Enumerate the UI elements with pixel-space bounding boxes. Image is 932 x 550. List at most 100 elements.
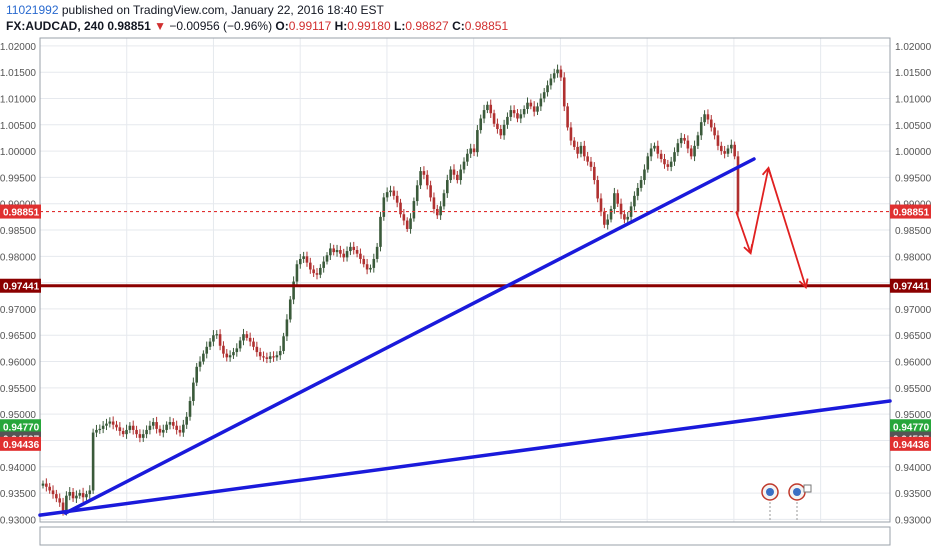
candle-body [268, 356, 272, 359]
candle-body [419, 171, 422, 186]
symbol-name[interactable]: FX:AUDCAD, 240 [6, 19, 105, 33]
candle-body [539, 98, 543, 107]
candle-body [425, 174, 429, 186]
candle-body [178, 429, 182, 433]
candle-body [95, 429, 98, 433]
candle-body [228, 355, 232, 358]
candle-body [248, 337, 252, 342]
current-price-tag-box [890, 204, 931, 219]
trendline [63, 157, 756, 515]
support-price-tag-box [890, 278, 931, 293]
candle-body [68, 492, 72, 496]
y-tick-label-left: 0.99500 [0, 173, 36, 184]
y-tick-label-left: 0.95000 [0, 410, 36, 421]
change-down-icon: ▼ [154, 19, 166, 33]
candle-body [161, 429, 165, 433]
y-tick-label-left: 1.01000 [0, 95, 36, 106]
price-tag: 0.94436 [893, 440, 930, 451]
candle-body [315, 273, 319, 275]
candle-body [469, 148, 472, 154]
candle-body [359, 253, 362, 259]
candle-body [603, 211, 606, 225]
candle-body [192, 382, 195, 401]
candle-body [258, 352, 262, 357]
candle-body [646, 156, 650, 170]
current-price-tag-box [0, 204, 41, 219]
candle-body [392, 190, 396, 196]
symbol-line: FX:AUDCAD, 240 0.98851 ▼ −0.00956 (−0.96… [6, 19, 508, 33]
y-tick-label-left: 1.00500 [0, 121, 36, 132]
candle-body [345, 251, 349, 258]
candle-body [312, 269, 315, 274]
candle-body [232, 352, 235, 356]
chart-frame [39, 37, 891, 546]
candle-body [699, 122, 703, 136]
close-label: C: [452, 19, 465, 33]
candle-body [349, 246, 352, 252]
candle-body [522, 109, 526, 115]
candle-body [108, 421, 112, 424]
candle-body [472, 148, 476, 153]
candle-body [549, 78, 553, 86]
candle-body [446, 180, 449, 194]
candle-body [726, 148, 730, 154]
candle-body [252, 341, 255, 347]
price-tag-box [890, 419, 931, 434]
candle-body [452, 169, 456, 175]
candle-body [673, 152, 676, 162]
y-tick-label-left: 0.94000 [0, 463, 36, 474]
candle-body [205, 346, 209, 354]
candle-body [546, 85, 549, 93]
candle-body [58, 498, 62, 503]
y-tick-label-left: 1.02000 [0, 42, 36, 53]
y-tick-label-right: 0.95000 [895, 410, 932, 421]
candle-body [723, 151, 726, 154]
candle-body [466, 153, 469, 162]
candle-body [669, 161, 673, 167]
projection-arrowhead [798, 278, 809, 290]
y-tick-label-right: 1.00000 [895, 147, 932, 158]
candle-body [118, 427, 122, 431]
candle-body [222, 345, 225, 354]
y-tick-label-right: 0.98000 [895, 252, 932, 263]
candle-body [556, 69, 559, 74]
candle-body [322, 261, 325, 268]
candle-body [656, 145, 660, 154]
candle-body [716, 135, 720, 146]
candle-body [78, 493, 82, 496]
user-id-link[interactable]: 11021992 [6, 3, 59, 17]
candle-body [649, 148, 653, 157]
close-value: 0.98851 [464, 19, 509, 33]
candle-body [636, 187, 640, 196]
publish-line: 11021992 published on TradingView.com, J… [6, 3, 384, 17]
candle-body [683, 137, 686, 141]
candle-body [422, 171, 426, 175]
price-tag-box [890, 436, 931, 451]
trendline [38, 399, 892, 517]
candle-body [506, 116, 509, 125]
last-price: 0.98851 [107, 19, 151, 33]
candle-body [305, 256, 309, 263]
candle-body [115, 424, 118, 428]
high-label: H: [334, 19, 348, 33]
candle-body [238, 340, 242, 349]
candle-body [496, 123, 499, 130]
candle-body [342, 253, 346, 258]
candle-body [432, 197, 436, 209]
candle-body [736, 156, 740, 212]
candle-body [399, 202, 402, 215]
y-tick-label-left: 0.96000 [0, 358, 36, 369]
candle-body [208, 341, 212, 347]
candle-body [576, 146, 579, 154]
candle-body [633, 195, 636, 207]
candle-body [395, 195, 399, 203]
candle-body [282, 336, 285, 352]
open-label: O: [275, 19, 289, 33]
candle-body [596, 180, 599, 199]
candle-body [355, 250, 359, 254]
candle-body [265, 357, 269, 359]
y-tick-label-right: 0.97000 [895, 305, 932, 316]
price-tag: 0.94436 [3, 440, 40, 451]
candle-body [569, 127, 573, 141]
